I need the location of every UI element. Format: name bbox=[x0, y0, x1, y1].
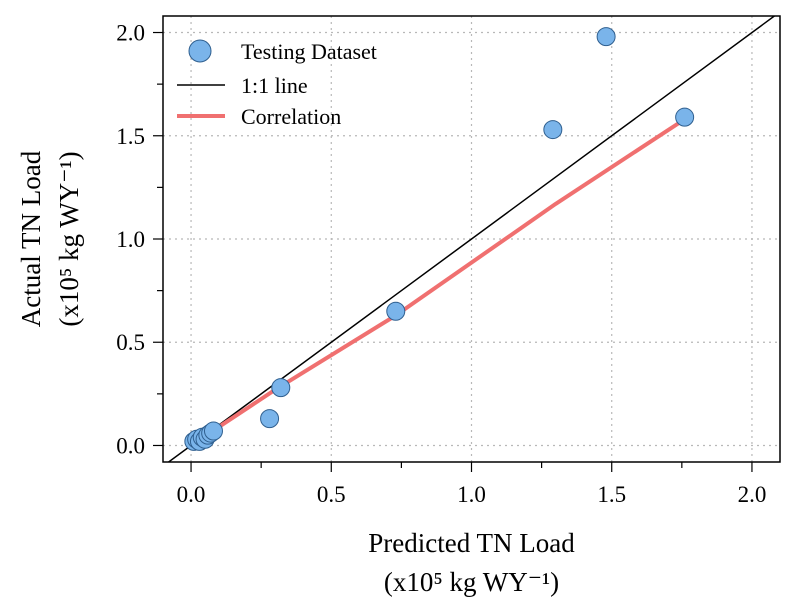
x-axis-title-line-2: (x10⁵ kg WY⁻¹) bbox=[384, 567, 559, 597]
x-tick-label: 1.0 bbox=[457, 482, 486, 507]
y-axis-title-line-2: (x10⁵ kg WY⁻¹) bbox=[54, 151, 84, 326]
testing-data-point bbox=[675, 107, 695, 127]
legend-label: Correlation bbox=[241, 104, 341, 129]
legend-label: Testing Dataset bbox=[241, 39, 377, 64]
testing-data-point bbox=[386, 301, 406, 321]
y-axis: 0.0 0.5 1.0 1.5 2.0 bbox=[116, 21, 163, 458]
x-tick-label: 0.5 bbox=[317, 482, 346, 507]
y-axis-title-line-1: Actual TN Load bbox=[16, 150, 46, 327]
x-axis-title-line-1: Predicted TN Load bbox=[368, 528, 575, 558]
point-layer bbox=[184, 27, 695, 451]
testing-data-point bbox=[260, 409, 280, 429]
x-axis: 0.0 0.5 1.0 1.5 2.0 bbox=[177, 462, 767, 507]
x-tick-label: 2.0 bbox=[738, 482, 767, 507]
one-to-one-line bbox=[167, 16, 776, 462]
legend: Testing Dataset 1:1 line Correlation bbox=[177, 39, 377, 129]
testing-data-point bbox=[203, 421, 223, 441]
y-tick-label: 2.0 bbox=[116, 21, 145, 46]
testing-data-point bbox=[596, 27, 616, 47]
y-tick-label: 0.5 bbox=[116, 330, 145, 355]
y-tick-label: 0.0 bbox=[116, 433, 145, 458]
testing-data-point bbox=[271, 378, 291, 398]
x-tick-label: 0.0 bbox=[177, 482, 206, 507]
x-tick-label: 1.5 bbox=[597, 482, 626, 507]
y-tick-label: 1.0 bbox=[116, 227, 145, 252]
legend-label: 1:1 line bbox=[241, 73, 308, 98]
testing-data-point bbox=[543, 120, 563, 140]
correlation-line bbox=[191, 117, 687, 446]
y-tick-label: 1.5 bbox=[116, 124, 145, 149]
legend-marker-testing-dataset bbox=[188, 39, 212, 63]
